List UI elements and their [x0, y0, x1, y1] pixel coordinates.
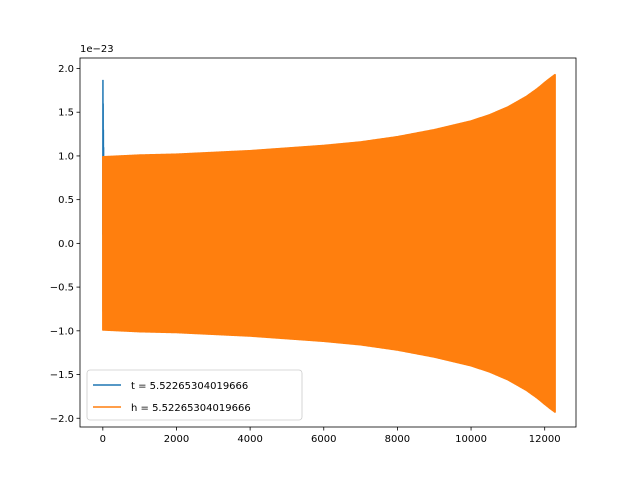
x-tick-label: 6000: [311, 434, 336, 445]
series-layer: [102, 73, 556, 413]
series-band-h: [102, 73, 556, 413]
x-tick-label: 0: [100, 434, 106, 445]
x-tick-label: 2000: [164, 434, 189, 445]
x-tick-label: 10000: [455, 434, 487, 445]
y-tick-label: −1.0: [50, 326, 74, 337]
y-offset-text: 1e−23: [80, 44, 114, 55]
y-tick-label: 1.0: [58, 151, 74, 162]
y-tick-label: −0.5: [50, 283, 74, 294]
y-tick-label: 2.0: [58, 64, 74, 75]
legend-label-t: t = 5.52265304019666: [131, 381, 248, 392]
legend-label-h: h = 5.52265304019666: [131, 403, 251, 414]
y-tick-label: 0.5: [58, 195, 74, 206]
y-tick-label: −2.0: [50, 414, 74, 425]
x-tick-label: 12000: [529, 434, 561, 445]
x-tick-label: 8000: [385, 434, 410, 445]
y-tick-label: −1.5: [50, 370, 74, 381]
legend: t = 5.52265304019666 h = 5.5226530401966…: [86, 369, 303, 421]
plot-frame: [79, 57, 577, 428]
x-axis: 0 2000 4000 6000 8000 10000 12000: [100, 427, 561, 445]
legend-box: [86, 369, 303, 421]
x-tick-label: 4000: [237, 434, 262, 445]
y-tick-label: 0.0: [58, 239, 74, 250]
y-axis: −2.0 −1.5 −1.0 −0.5 0.0 0.5 1.0 1.5 2.0: [50, 64, 80, 425]
y-tick-label: 1.5: [58, 108, 74, 119]
